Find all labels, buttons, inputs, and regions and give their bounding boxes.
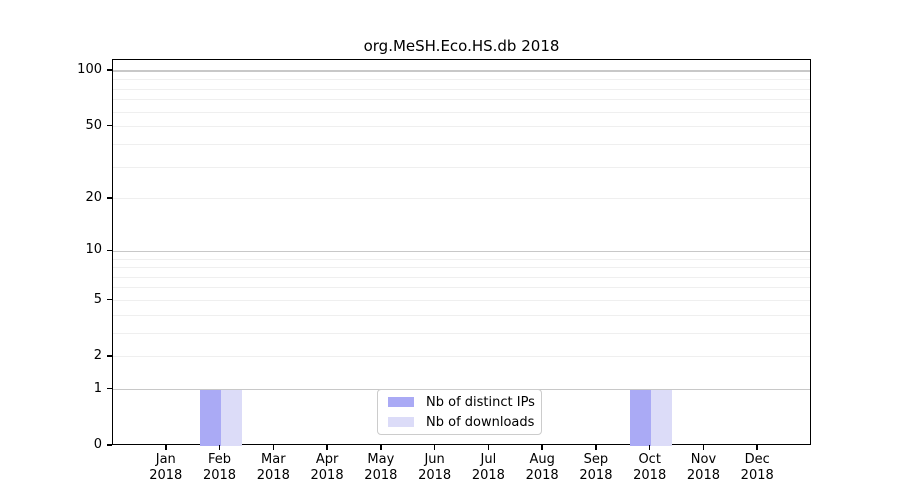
x-tick-label-mar: Mar 2018: [256, 452, 290, 483]
y-tick-label-10: 10: [85, 242, 102, 258]
y-tick-mark-20: [107, 197, 112, 199]
legend-label-distinct-ips: Nb of distinct IPs: [426, 394, 535, 410]
gridline-minor-7: [113, 276, 810, 278]
y-tick-label-5: 5: [93, 291, 102, 307]
y-tick-label-1: 1: [93, 380, 102, 396]
x-tick-label-apr: Apr 2018: [310, 452, 344, 483]
x-tick-label-jan: Jan 2018: [149, 452, 183, 483]
legend-label-downloads: Nb of downloads: [426, 414, 535, 430]
gridline-minor-2: [113, 356, 810, 358]
gridline-minor-60: [113, 111, 810, 113]
x-tick-label-feb: Feb 2018: [202, 452, 237, 483]
x-tick-label-jun: Jun 2018: [418, 452, 452, 483]
chart-title: org.MeSH.Eco.HS.db 2018: [363, 37, 560, 55]
legend: Nb of distinct IPs Nb of downloads: [377, 389, 542, 435]
x-tick-mark-jul: [487, 445, 490, 450]
bar-downloads-month-2: [220, 389, 242, 446]
y-tick-label-20: 20: [85, 189, 102, 205]
bar-distinct-ips-month-2: [199, 389, 221, 446]
x-tick-mark-sep: [595, 445, 597, 450]
y-tick-mark-100: [107, 69, 112, 71]
x-tick-label-jul: Jul 2018: [471, 452, 505, 483]
gridline-minor-3: [113, 332, 810, 334]
x-tick-label-dec: Dec 2018: [740, 452, 774, 483]
bar-downloads-month-10: [650, 389, 672, 446]
x-tick-label-may: May 2018: [364, 452, 398, 483]
gridline-minor-70: [113, 99, 810, 101]
gridline-minor-4: [113, 314, 810, 316]
legend-entry-downloads: Nb of downloads: [386, 414, 535, 430]
gridline-minor-30: [113, 166, 810, 168]
x-tick-mark-dec: [756, 445, 758, 450]
gridline-minor-20: [113, 198, 810, 200]
y-tick-mark-10: [107, 249, 112, 252]
gridline-major-10: [113, 250, 810, 252]
gridline-minor-90: [113, 79, 810, 81]
x-tick-mark-oct: [648, 445, 651, 450]
gridline-minor-6: [113, 287, 810, 289]
y-tick-mark-50: [107, 124, 112, 127]
y-tick-label-2: 2: [93, 347, 102, 363]
legend-entry-distinct-ips: Nb of distinct IPs: [386, 394, 535, 410]
x-tick-mark-nov: [702, 445, 705, 450]
y-tick-label-50: 50: [85, 117, 102, 133]
x-tick-mark-may: [380, 445, 382, 450]
x-tick-mark-apr: [326, 445, 328, 450]
bar-distinct-ips-month-10: [629, 389, 651, 446]
y-tick-label-100: 100: [77, 62, 102, 78]
gridline-major-100: [113, 70, 810, 72]
x-tick-mark-aug: [541, 445, 543, 450]
gridline-minor-80: [113, 88, 810, 90]
plot-area: Nb of distinct IPs Nb of downloads: [112, 59, 811, 446]
y-tick-mark-0: [107, 444, 112, 446]
x-tick-label-nov: Nov 2018: [686, 452, 720, 483]
gridline-minor-8: [113, 267, 810, 269]
gridline-minor-40: [113, 143, 810, 145]
x-tick-label-sep: Sep 2018: [579, 452, 613, 483]
x-tick-label-aug: Aug 2018: [525, 452, 559, 483]
x-tick-mark-feb: [218, 445, 221, 450]
x-tick-label-oct: Oct 2018: [633, 452, 667, 483]
gridline-minor-5: [113, 300, 810, 301]
x-tick-mark-jan: [165, 445, 167, 450]
legend-swatch-downloads: [388, 417, 414, 427]
gridline-minor-50: [113, 126, 810, 128]
y-tick-label-0: 0: [93, 437, 102, 452]
legend-swatch-distinct-ips: [388, 397, 414, 407]
gridline-minor-9: [113, 258, 810, 260]
x-tick-mark-jun: [433, 445, 436, 450]
y-tick-mark-1: [107, 387, 112, 390]
y-tick-mark-5: [107, 298, 112, 301]
y-tick-mark-2: [107, 355, 112, 357]
x-tick-mark-mar: [272, 445, 275, 450]
